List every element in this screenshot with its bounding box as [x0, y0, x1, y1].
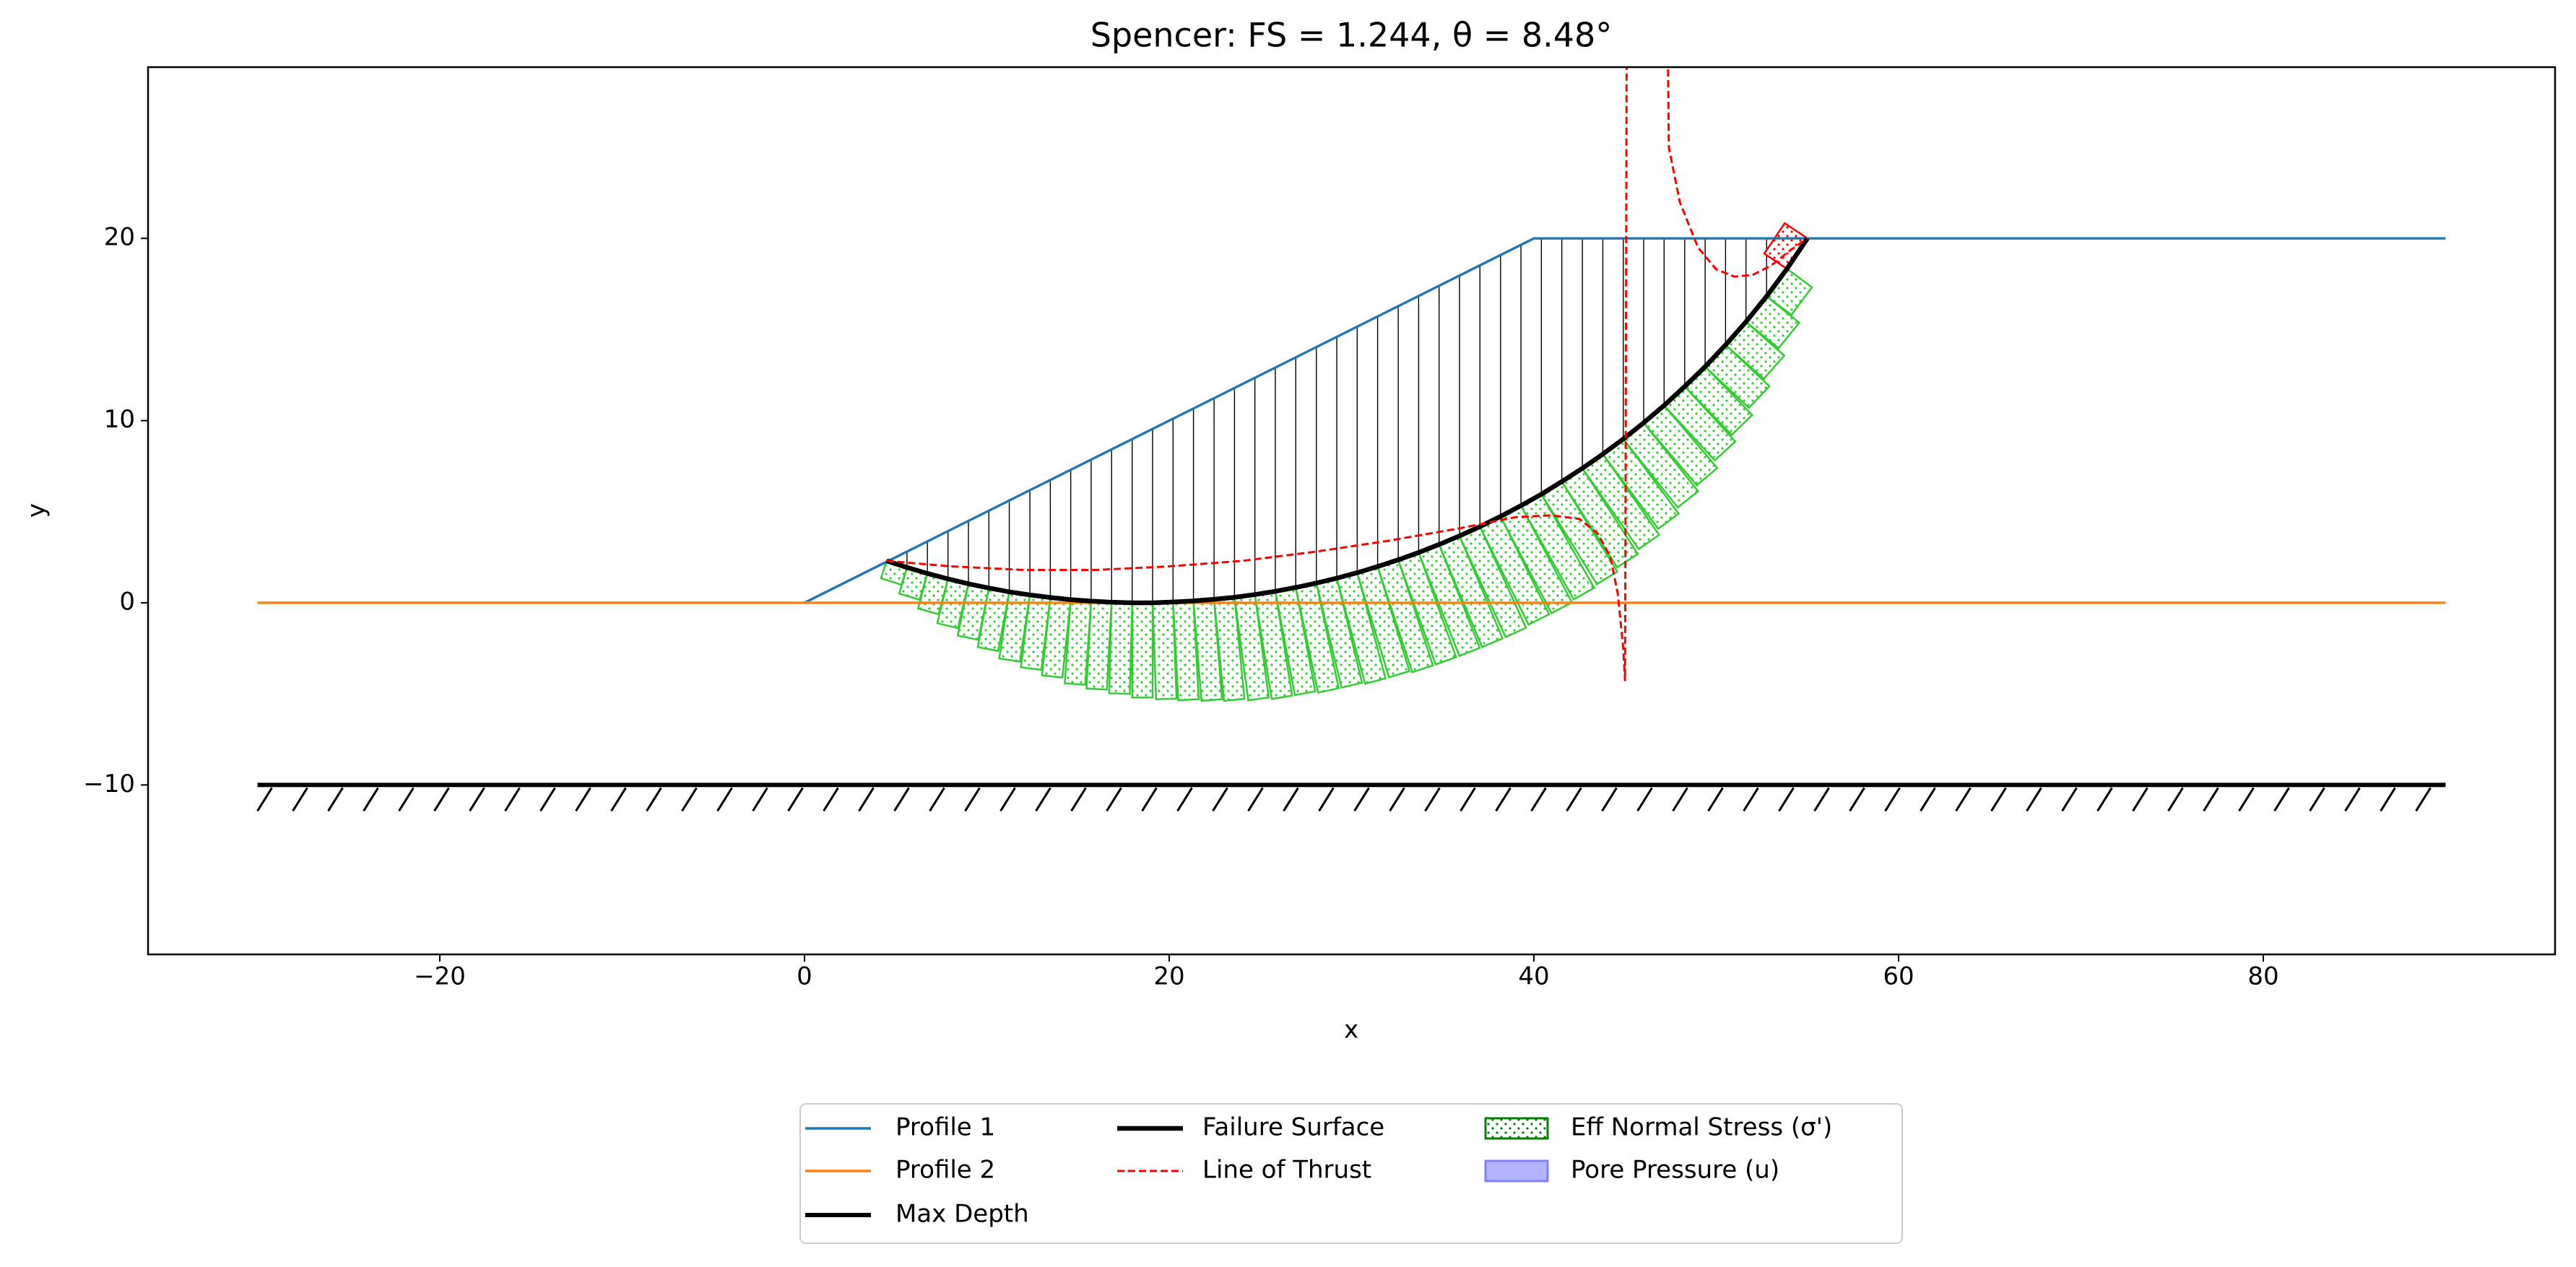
- eff-normal-stress-block: [1108, 601, 1134, 695]
- profile-line: [804, 237, 2446, 604]
- y-tick-label: −10: [83, 770, 135, 798]
- x-tick-label: 0: [797, 962, 812, 991]
- legend-label: Profile 2: [895, 1156, 995, 1185]
- eff-normal-stress-block: [1085, 600, 1113, 691]
- x-tick-label: −20: [414, 962, 466, 991]
- chart-title: Spencer: FS = 1.244, θ = 8.48°: [1090, 16, 1613, 55]
- y-axis-label: y: [22, 503, 51, 518]
- legend-label: Profile 1: [895, 1113, 995, 1142]
- legend-frame: [799, 1103, 1903, 1244]
- legend-label: Eff Normal Stress (σ'): [1571, 1113, 1832, 1142]
- y-tick-label: 20: [104, 223, 135, 252]
- line-of-thrust: [886, 67, 1808, 682]
- max-depth-hatch: [256, 787, 2432, 812]
- eff-normal-stress-block: [1151, 601, 1178, 700]
- legend-label: Max Depth: [895, 1200, 1029, 1229]
- legend-label: Pore Pressure (u): [1571, 1156, 1779, 1185]
- x-tick-label: 60: [1883, 962, 1914, 991]
- y-tick-label: 0: [119, 587, 135, 616]
- x-axis-label: x: [1344, 1016, 1358, 1045]
- failure-surface: [885, 237, 1810, 606]
- legend-handle: [1484, 1117, 1549, 1140]
- y-tick-label: 10: [104, 405, 135, 434]
- legend: Profile 1 Profile 2 Max Depth Failure Surfa…: [799, 1103, 1903, 1244]
- legend-label: Line of Thrust: [1202, 1156, 1371, 1185]
- eff-normal-stress-block: [1131, 601, 1154, 699]
- axes-frame: [147, 66, 2557, 956]
- legend-label: Failure Surface: [1202, 1113, 1384, 1142]
- x-tick-label: 80: [2247, 962, 2278, 991]
- x-tick-label: 40: [1518, 962, 1549, 991]
- legend-handle: [1484, 1159, 1549, 1183]
- x-tick-label: 20: [1153, 962, 1184, 991]
- plot-area: [256, 67, 2446, 812]
